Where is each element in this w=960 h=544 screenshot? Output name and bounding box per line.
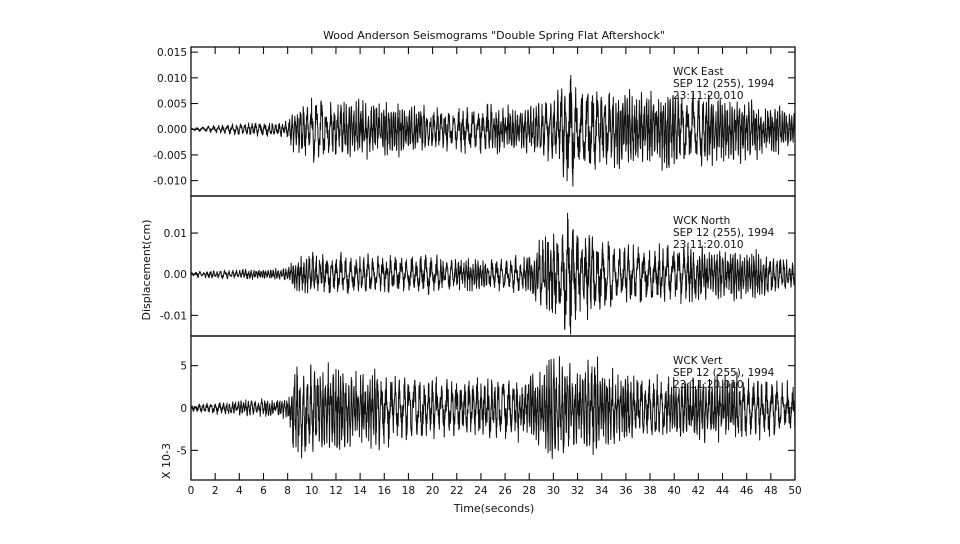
y-tick-label: -0.010	[153, 176, 187, 188]
y-tick-label: 0.010	[157, 73, 187, 85]
y-tick-label: -0.01	[160, 310, 187, 322]
x-axis-title: Time(seconds)	[453, 502, 534, 515]
x-tick-label: 32	[571, 485, 584, 497]
record-date-label: SEP 12 (255), 1994	[673, 78, 775, 90]
x-axis: 0 2 4 6 8 10 12 14 16 18 20 22 24 26 28 30 32 34 36 38 40 42 4…	[188, 47, 802, 497]
waveform-east	[190, 74, 796, 187]
x-tick-label: 22	[450, 485, 463, 497]
x-tick-label: 2	[212, 485, 219, 497]
x-tick-label: 46	[740, 485, 754, 497]
waveform-vert	[190, 356, 796, 460]
vertical-scale-label: X 10-3	[160, 443, 173, 479]
x-tick-label: 4	[236, 485, 243, 497]
x-tick-label: 28	[523, 485, 536, 497]
x-tick-label: 38	[643, 485, 656, 497]
y-tick-label: 0.005	[157, 99, 187, 111]
record-time-label: 23:11:20.010	[673, 90, 744, 102]
y-tick-label: 0	[180, 403, 187, 415]
y-tick-label: 0.000	[157, 124, 187, 136]
x-tick-label: 8	[284, 485, 291, 497]
x-tick-label: 44	[716, 485, 730, 497]
x-tick-label: 34	[595, 485, 609, 497]
station-component-label: WCK East	[673, 66, 724, 78]
y-tick-label: 0.015	[157, 47, 187, 59]
panel-east: 0.015 0.010 0.005 0.000 -0.005 -0.010 WCK East…	[153, 46, 796, 197]
x-tick-label: 6	[260, 485, 267, 497]
x-tick-label: 40	[668, 485, 681, 497]
x-tick-label: 36	[619, 485, 633, 497]
record-time-label: 23:11:20.010	[673, 379, 744, 391]
x-tick-label: 20	[426, 485, 439, 497]
x-tick-label: 48	[764, 485, 777, 497]
station-component-label: WCK Vert	[673, 355, 722, 367]
y-axis-title: Displacement(cm)	[140, 220, 153, 321]
y-tick-label: 0.00	[164, 269, 187, 281]
x-tick-label: 12	[329, 485, 342, 497]
record-date-label: SEP 12 (255), 1994	[673, 367, 775, 379]
waveform-north	[190, 212, 796, 335]
x-tick-label: 18	[402, 485, 415, 497]
x-tick-label: 16	[378, 485, 392, 497]
x-tick-label: 50	[788, 485, 801, 497]
station-component-label: WCK North	[673, 215, 730, 227]
x-tick-label: 24	[474, 485, 488, 497]
x-tick-label: 30	[547, 485, 560, 497]
record-date-label: SEP 12 (255), 1994	[673, 227, 775, 239]
y-tick-label: -5	[177, 445, 187, 457]
y-tick-label: -0.005	[153, 150, 187, 162]
x-tick-label: 14	[353, 485, 367, 497]
y-tick-label: 5	[180, 361, 187, 373]
x-tick-label: 0	[188, 485, 195, 497]
x-tick-label: 26	[498, 485, 512, 497]
x-tick-label: 42	[692, 485, 705, 497]
y-tick-label: 0.01	[164, 228, 187, 240]
x-tick-label: 10	[305, 485, 318, 497]
chart-title: Wood Anderson Seismograms "Double Spring…	[323, 29, 665, 42]
record-time-label: 23:11:20.010	[673, 239, 744, 251]
